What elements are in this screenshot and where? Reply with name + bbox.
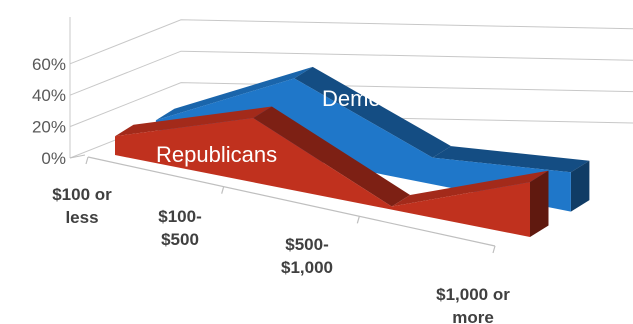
gridline — [69, 19, 633, 65]
series-republicans — [115, 106, 549, 237]
series-label-republicans: Republicans — [156, 142, 277, 167]
y-tick-label: 40% — [32, 86, 66, 105]
democrats-roof-segment — [294, 66, 452, 158]
series-label-democrats: Democrats — [322, 86, 428, 111]
x-axis-categories: $100 or less $100-$500 $500-$1,000 $1,000 or… — [52, 185, 510, 324]
republicans-area — [115, 118, 530, 237]
y-tick-label: 20% — [32, 118, 66, 137]
x-tick — [356, 216, 360, 224]
x-tick-label: $1,000 or more — [436, 285, 510, 324]
x-axis-floor — [69, 154, 496, 254]
x-tick-label: $500-$1,000 — [281, 235, 333, 277]
floor-edge — [69, 154, 86, 159]
x-tick — [492, 245, 496, 254]
republicans-roof-segment — [115, 106, 272, 137]
x-axis-line — [87, 156, 496, 247]
x-tick-label: $100-$500 — [158, 207, 201, 249]
democrats-roof-segment — [155, 66, 313, 121]
democrats-end-cap — [570, 160, 590, 212]
y-tick-label: 60% — [32, 55, 66, 74]
y-axis-ticks: 0% 20% 40% 60% — [32, 55, 66, 168]
x-tick-label: $100 or less — [52, 185, 112, 227]
republicans-roof-segment — [253, 106, 411, 207]
gridline — [69, 50, 633, 96]
republicans-end-cap — [530, 170, 549, 237]
democrats-roof-segment — [432, 146, 590, 173]
x-tick — [221, 186, 225, 194]
series-labels: Democrats Republicans — [156, 86, 428, 167]
gridline — [69, 82, 633, 128]
y-tick-label: 0% — [41, 149, 66, 168]
republicans-roof-segment — [391, 170, 549, 207]
x-tick — [85, 156, 89, 165]
